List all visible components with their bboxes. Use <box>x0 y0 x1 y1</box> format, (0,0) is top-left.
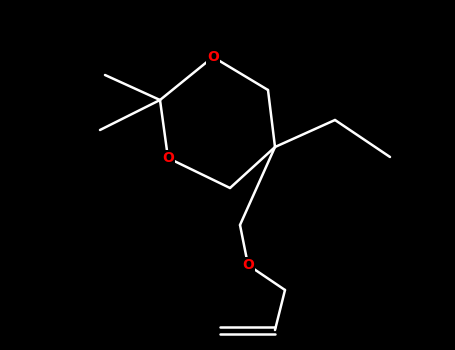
Text: O: O <box>242 258 254 272</box>
Text: O: O <box>207 50 219 64</box>
Text: O: O <box>162 151 174 165</box>
